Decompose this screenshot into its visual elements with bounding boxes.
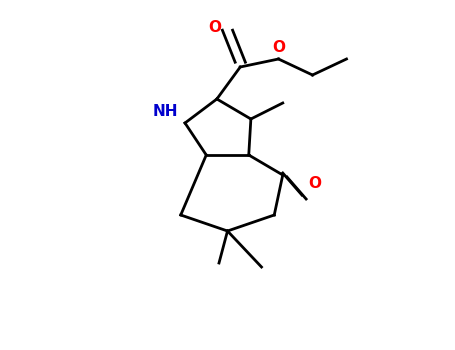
Text: NH: NH [153,104,179,119]
Text: O: O [272,40,285,55]
Text: O: O [308,176,321,191]
Text: O: O [208,20,221,35]
